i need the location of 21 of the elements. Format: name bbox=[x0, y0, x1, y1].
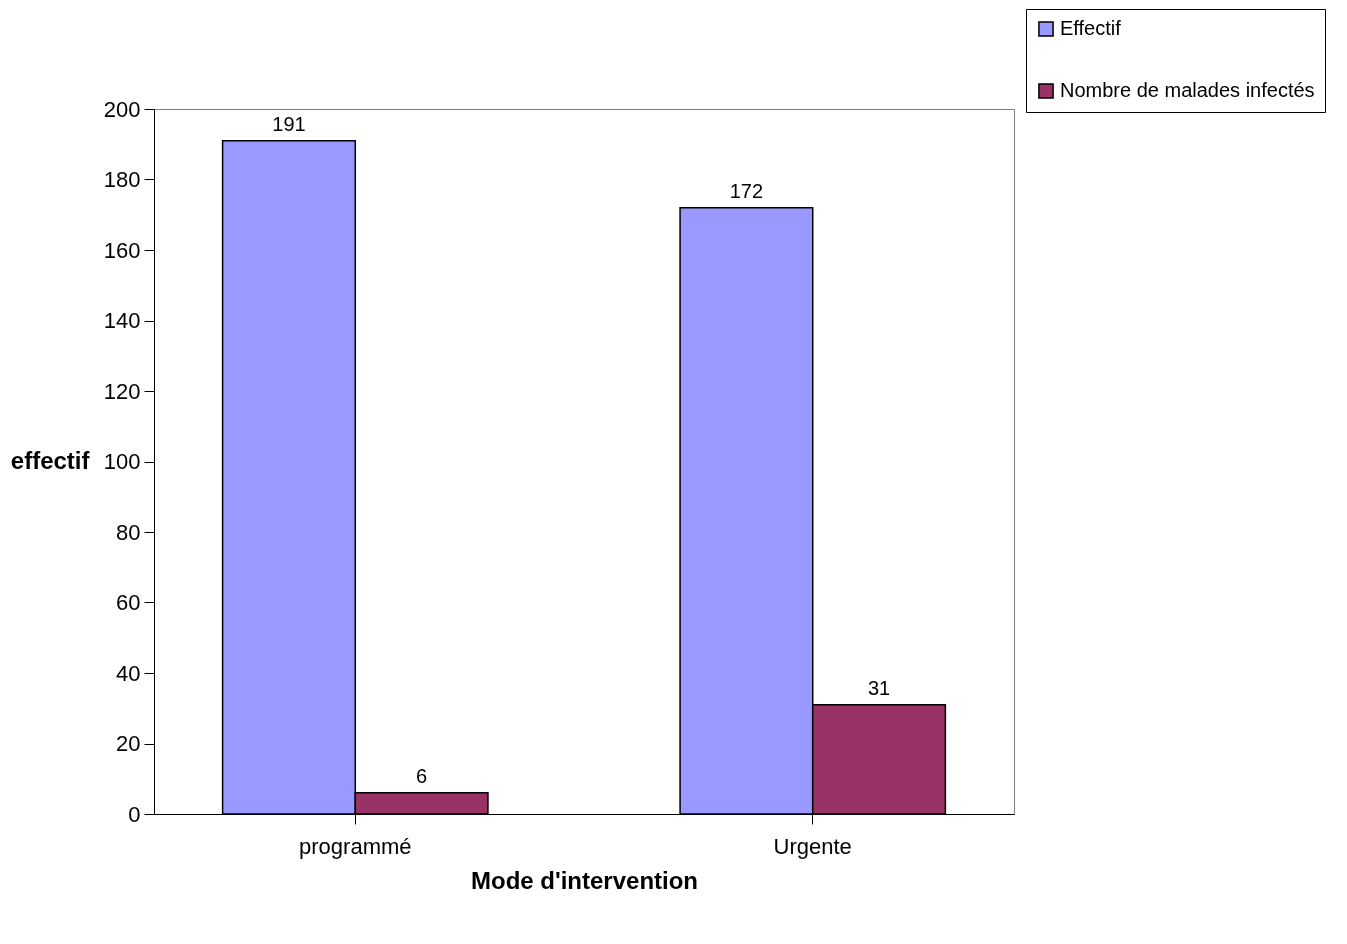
x-tick-label: Urgente bbox=[773, 833, 852, 859]
y-tick-label: 20 bbox=[116, 731, 141, 756]
y-tick-label: 120 bbox=[103, 378, 141, 404]
y-tick-label: 60 bbox=[116, 590, 141, 615]
x-tick-label: programmé bbox=[299, 833, 412, 859]
y-tick-label: 160 bbox=[103, 237, 141, 263]
y-tick-label: 200 bbox=[103, 96, 141, 122]
y-axis-title: effectif bbox=[10, 447, 91, 474]
y-tick-label: 140 bbox=[103, 308, 141, 333]
data-label: 6 bbox=[416, 764, 428, 787]
y-tick-label: 180 bbox=[103, 167, 141, 192]
y-tick-label: 0 bbox=[128, 801, 141, 827]
data-label: 31 bbox=[867, 676, 891, 699]
data-label: 191 bbox=[272, 112, 306, 135]
y-tick-label: 80 bbox=[116, 519, 141, 545]
y-tick-label: 100 bbox=[103, 449, 141, 474]
data-label: 172 bbox=[729, 179, 764, 202]
x-axis-title: Mode d'intervention bbox=[470, 866, 699, 894]
y-tick-label: 40 bbox=[116, 660, 141, 686]
legend-label: Nombre de malades infectés bbox=[1060, 79, 1315, 101]
legend-label: Effectif bbox=[1060, 17, 1122, 39]
